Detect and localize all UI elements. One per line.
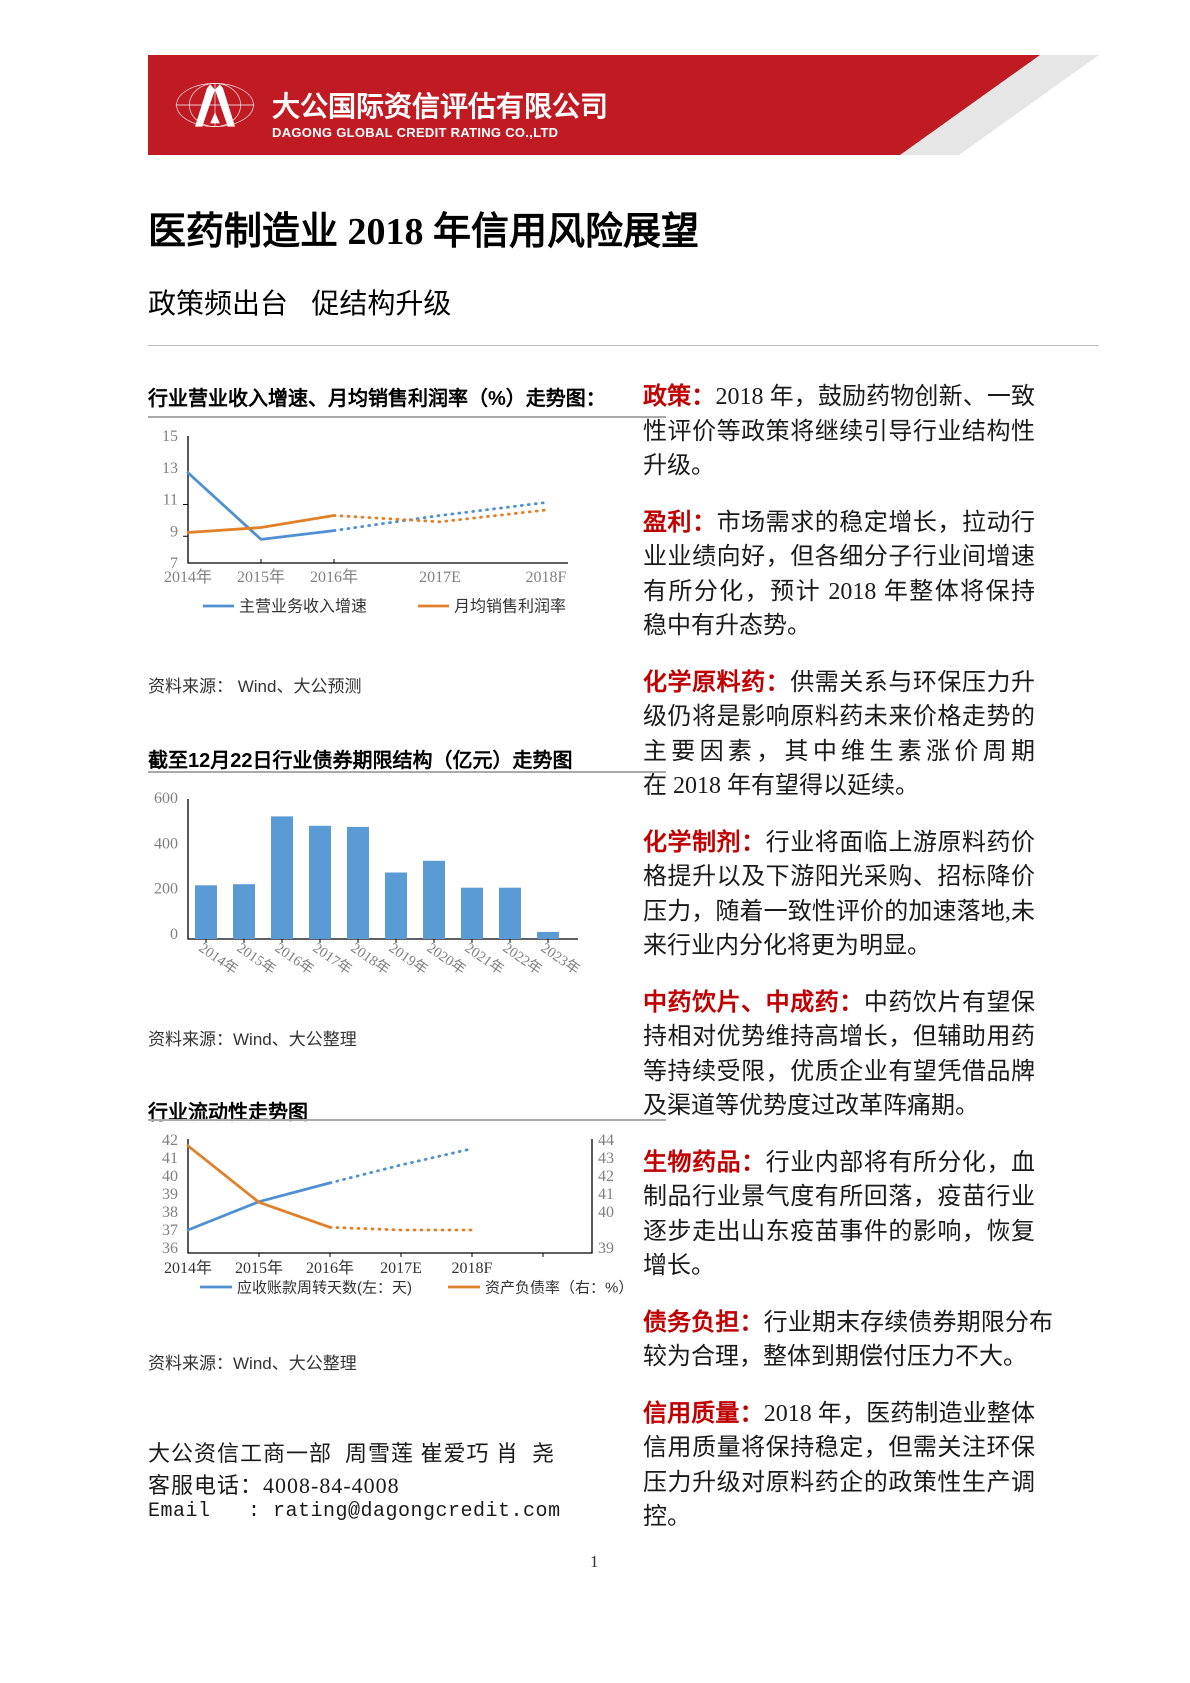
svg-text:200: 200 (154, 881, 178, 898)
svg-text:2021年: 2021年 (462, 939, 507, 978)
svg-text:2014年: 2014年 (164, 568, 212, 586)
svg-text:2022年: 2022年 (500, 939, 545, 978)
svg-text:2017年: 2017年 (310, 939, 355, 978)
svg-text:2015年: 2015年 (237, 568, 285, 586)
svg-text:42: 42 (162, 1133, 178, 1149)
svg-text:9: 9 (170, 523, 178, 540)
svg-text:月均销售利润率: 月均销售利润率 (454, 598, 566, 616)
svg-text:应收账款周转天数(左：天): 应收账款周转天数(左：天) (237, 1279, 412, 1297)
svg-text:2015年: 2015年 (235, 1259, 283, 1277)
svg-text:2017E: 2017E (419, 569, 461, 586)
svg-text:2016年: 2016年 (306, 1259, 354, 1277)
svg-text:37: 37 (162, 1222, 178, 1239)
svg-text:39: 39 (598, 1240, 614, 1257)
svg-text:38: 38 (162, 1204, 178, 1221)
svg-text:2018F: 2018F (452, 1260, 493, 1277)
svg-text:13: 13 (162, 460, 178, 477)
svg-text:40: 40 (162, 1168, 178, 1185)
svg-text:2023年: 2023年 (538, 939, 583, 978)
svg-text:40: 40 (598, 1204, 614, 1221)
svg-text:2018F: 2018F (526, 569, 567, 586)
svg-text:11: 11 (163, 492, 178, 509)
svg-text:42: 42 (598, 1168, 614, 1185)
svg-text:39: 39 (162, 1186, 178, 1203)
svg-text:44: 44 (598, 1133, 614, 1149)
svg-text:41: 41 (598, 1186, 614, 1203)
svg-text:41: 41 (162, 1150, 178, 1167)
svg-text:36: 36 (162, 1240, 178, 1257)
svg-text:2017E: 2017E (380, 1260, 422, 1277)
svg-text:2019年: 2019年 (386, 939, 431, 978)
svg-text:600: 600 (154, 790, 178, 807)
svg-text:0: 0 (170, 926, 178, 943)
svg-text:2016年: 2016年 (310, 568, 358, 586)
svg-text:2016年: 2016年 (272, 939, 317, 978)
svg-text:资产负债率（右：%）: 资产负债率（右：%） (485, 1280, 633, 1297)
svg-text:15: 15 (162, 428, 178, 445)
svg-text:主营业务收入增速: 主营业务收入增速 (239, 598, 367, 616)
svg-text:2020年: 2020年 (424, 939, 469, 978)
svg-text:400: 400 (154, 835, 178, 852)
svg-text:2014年: 2014年 (164, 1259, 212, 1277)
svg-text:2018年: 2018年 (348, 939, 393, 978)
svg-text:2015年: 2015年 (234, 939, 279, 978)
svg-text:2014年: 2014年 (196, 939, 241, 978)
svg-text:43: 43 (598, 1150, 614, 1167)
